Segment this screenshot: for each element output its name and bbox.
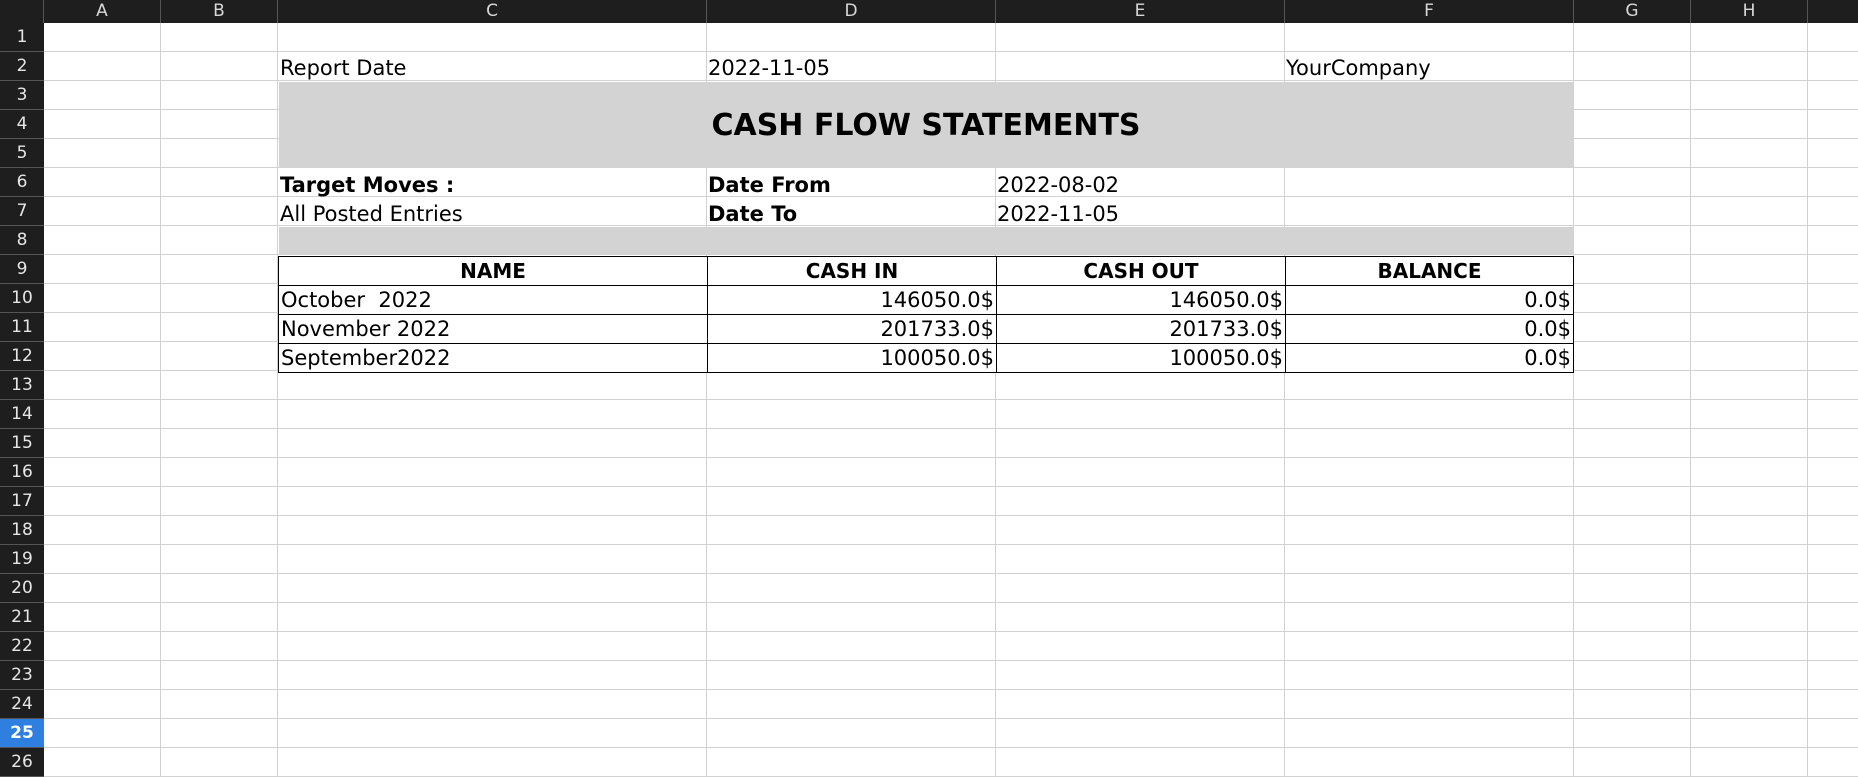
gridline [44,573,1858,574]
table-header-name[interactable]: NAME [278,256,708,286]
gridline [995,23,996,777]
row-header-4[interactable]: 4 [0,110,44,139]
row-header-18[interactable]: 18 [0,516,44,545]
row-header-25[interactable]: 25 [0,719,44,748]
select-all-corner[interactable] [0,0,44,23]
title-band [279,82,1573,168]
column-header-bar: A B C D E F G H [0,0,1858,23]
gridline [1807,23,1808,777]
gridline [44,51,1858,52]
gridline [706,23,707,777]
gridline [44,747,1858,748]
table-cell-cash-in[interactable]: 146050.0$ [707,285,997,315]
date-from-label[interactable]: Date From [708,172,831,197]
table-cell-cash-out[interactable]: 100050.0$ [996,343,1286,373]
column-header-e[interactable]: E [996,0,1285,23]
row-header-19[interactable]: 19 [0,545,44,574]
target-moves-value[interactable]: All Posted Entries [280,201,463,226]
row-header-8[interactable]: 8 [0,226,44,255]
table-header-cash-in[interactable]: CASH IN [707,256,997,286]
row-header-5[interactable]: 5 [0,139,44,168]
column-header-b[interactable]: B [161,0,278,23]
gridline [44,80,1858,81]
column-header-a[interactable]: A [44,0,161,23]
column-header-c[interactable]: C [278,0,707,23]
separator-band [279,227,1573,255]
row-header-11[interactable]: 11 [0,313,44,342]
table-cell-balance[interactable]: 0.0$ [1285,343,1574,373]
gridline [44,196,1858,197]
report-date-label[interactable]: Report Date [280,55,407,80]
gridline [44,486,1858,487]
column-header-f[interactable]: F [1285,0,1574,23]
table-cell-name[interactable]: September2022 [278,343,708,373]
gridline [44,689,1858,690]
column-header-g[interactable]: G [1574,0,1691,23]
row-header-6[interactable]: 6 [0,168,44,197]
table-cell-balance[interactable]: 0.0$ [1285,285,1574,315]
row-header-21[interactable]: 21 [0,603,44,632]
table-cell-name[interactable]: November 2022 [278,314,708,344]
gridline [44,544,1858,545]
row-header-9[interactable]: 9 [0,255,44,284]
gridline [44,718,1858,719]
row-header-15[interactable]: 15 [0,429,44,458]
report-date-value[interactable]: 2022-11-05 [708,55,831,80]
row-header-16[interactable]: 16 [0,458,44,487]
row-header-26[interactable]: 26 [0,748,44,777]
gridline [277,23,278,777]
table-cell-cash-out[interactable]: 146050.0$ [996,285,1286,315]
row-header-23[interactable]: 23 [0,661,44,690]
table-header-balance[interactable]: BALANCE [1285,256,1574,286]
gridline [44,660,1858,661]
gridline [44,457,1858,458]
column-header-i-partial[interactable] [1808,0,1858,23]
date-from-value[interactable]: 2022-08-02 [997,172,1120,197]
table-cell-cash-in[interactable]: 100050.0$ [707,343,997,373]
date-to-value[interactable]: 2022-11-05 [997,201,1120,226]
table-cell-balance[interactable]: 0.0$ [1285,314,1574,344]
date-to-label[interactable]: Date To [708,201,798,226]
table-cell-cash-out[interactable]: 201733.0$ [996,314,1286,344]
gridline [44,515,1858,516]
column-header-h[interactable]: H [1691,0,1808,23]
row-header-24[interactable]: 24 [0,690,44,719]
row-header-20[interactable]: 20 [0,574,44,603]
row-header-12[interactable]: 12 [0,342,44,371]
gridline [44,399,1858,400]
gridline [44,428,1858,429]
row-header-14[interactable]: 14 [0,400,44,429]
table-header-cash-out[interactable]: CASH OUT [996,256,1286,286]
gridline [1284,23,1285,777]
gridline [160,23,161,777]
company-name[interactable]: YourCompany [1286,55,1431,80]
gridline [44,631,1858,632]
row-header-2[interactable]: 2 [0,52,44,81]
row-header-7[interactable]: 7 [0,197,44,226]
row-header-10[interactable]: 10 [0,284,44,313]
row-header-13[interactable]: 13 [0,371,44,400]
gridline [44,602,1858,603]
gridline [1690,23,1691,777]
report-title[interactable]: CASH FLOW STATEMENTS [711,107,1141,143]
row-header-3[interactable]: 3 [0,81,44,110]
column-header-d[interactable]: D [707,0,996,23]
table-cell-name[interactable]: October 2022 [278,285,708,315]
table-cell-cash-in[interactable]: 201733.0$ [707,314,997,344]
gridline [1573,23,1574,777]
row-header-1[interactable]: 1 [0,23,44,52]
row-header-22[interactable]: 22 [0,632,44,661]
gridline [44,225,1858,226]
target-moves-label[interactable]: Target Moves : [280,172,455,197]
row-header-17[interactable]: 17 [0,487,44,516]
